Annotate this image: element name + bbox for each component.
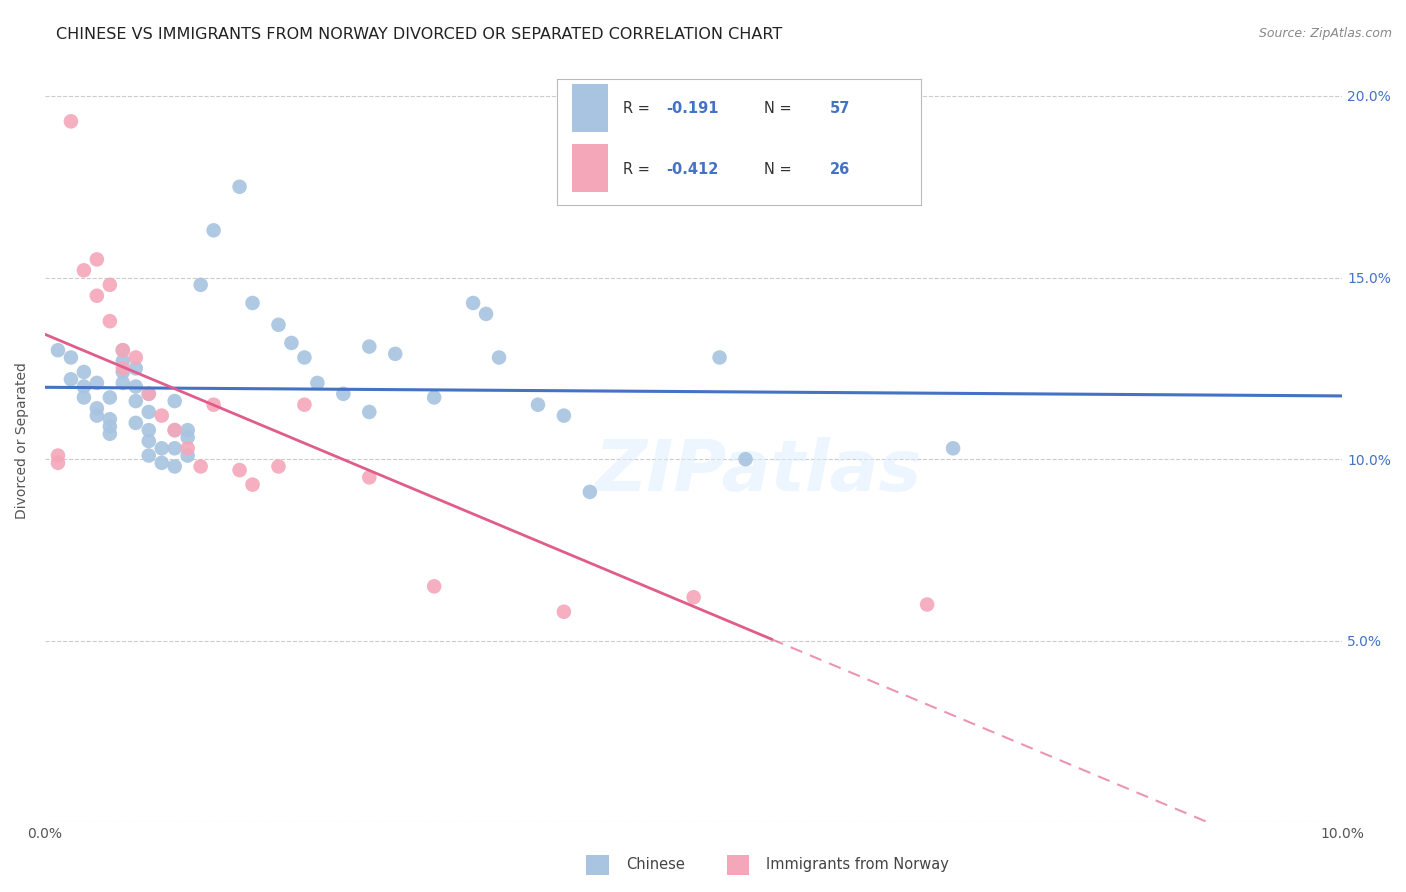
Point (709, 351, 731, 365)
Point (384, 347, 406, 361)
FancyBboxPatch shape (586, 855, 609, 875)
Point (267, 318, 290, 332)
Point (86, 401, 108, 416)
Point (46, 343, 69, 358)
Point (423, 391, 446, 405)
Point (423, 579, 446, 593)
Text: Source: ZipAtlas.com: Source: ZipAtlas.com (1258, 27, 1392, 40)
Text: Immigrants from Norway: Immigrants from Norway (766, 857, 949, 872)
Point (150, 409, 173, 423)
Point (111, 354, 134, 368)
Point (125, 394, 148, 409)
Point (138, 434, 160, 448)
Point (163, 459, 186, 474)
Point (294, 351, 316, 365)
Point (98, 314, 121, 328)
Point (125, 416, 148, 430)
Point (111, 365, 134, 379)
FancyBboxPatch shape (727, 855, 749, 875)
Point (682, 591, 704, 605)
Point (73, 391, 96, 405)
Point (125, 361, 148, 376)
Point (86, 252, 108, 267)
Point (734, 452, 756, 467)
Point (176, 442, 198, 456)
Point (150, 456, 173, 470)
Point (294, 398, 316, 412)
Point (59, 372, 82, 386)
Point (150, 442, 173, 456)
Text: ZIPatlas: ZIPatlas (595, 437, 922, 506)
Point (190, 459, 212, 474)
Point (280, 335, 302, 350)
Point (138, 449, 160, 463)
Y-axis label: Divorced or Separated: Divorced or Separated (15, 362, 30, 519)
Point (461, 296, 484, 310)
Point (111, 343, 134, 358)
Point (111, 343, 134, 358)
Point (86, 409, 108, 423)
Point (553, 409, 575, 423)
Point (163, 423, 186, 437)
Point (359, 405, 381, 419)
Point (73, 379, 96, 393)
Point (98, 277, 121, 292)
Point (527, 398, 550, 412)
Point (86, 376, 108, 390)
Point (98, 426, 121, 441)
Point (242, 296, 264, 310)
Point (98, 419, 121, 434)
Point (267, 459, 290, 474)
Point (59, 114, 82, 128)
Point (488, 351, 510, 365)
Point (202, 223, 225, 237)
Point (111, 376, 134, 390)
Point (332, 386, 354, 401)
Point (98, 391, 121, 405)
Point (86, 289, 108, 303)
Point (228, 463, 250, 477)
Point (73, 263, 96, 277)
Point (163, 442, 186, 456)
Text: CHINESE VS IMMIGRANTS FROM NORWAY DIVORCED OR SEPARATED CORRELATION CHART: CHINESE VS IMMIGRANTS FROM NORWAY DIVORC… (56, 27, 783, 42)
Point (228, 179, 250, 194)
Point (125, 379, 148, 393)
Point (942, 442, 965, 456)
Point (138, 405, 160, 419)
Point (138, 386, 160, 401)
Point (176, 423, 198, 437)
Point (73, 365, 96, 379)
Point (46, 449, 69, 463)
Point (553, 605, 575, 619)
Point (138, 386, 160, 401)
Point (163, 423, 186, 437)
Text: Chinese: Chinese (626, 857, 685, 872)
Point (111, 361, 134, 376)
Point (98, 412, 121, 426)
Point (59, 351, 82, 365)
Point (915, 598, 938, 612)
Point (202, 398, 225, 412)
Point (242, 477, 264, 491)
Point (176, 449, 198, 463)
Point (190, 277, 212, 292)
Point (307, 376, 329, 390)
Point (46, 456, 69, 470)
Point (176, 430, 198, 444)
Point (579, 484, 602, 499)
Point (475, 307, 498, 321)
Point (125, 351, 148, 365)
Point (138, 423, 160, 437)
Point (359, 470, 381, 484)
Point (359, 340, 381, 354)
Point (163, 394, 186, 409)
